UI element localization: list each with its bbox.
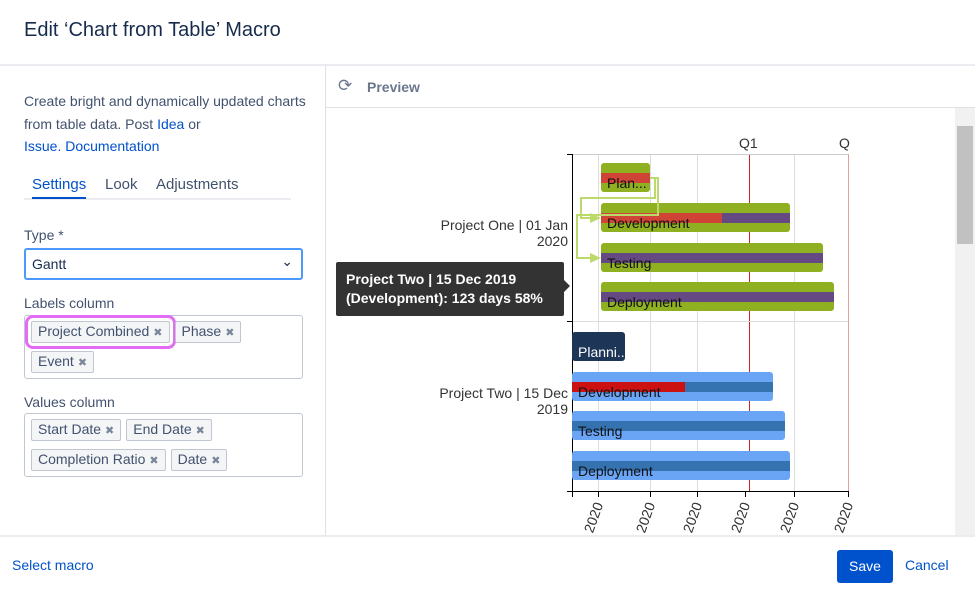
chip-label: Event xyxy=(38,353,74,369)
settings-panel: Create bright and dynamically updated ch… xyxy=(0,66,326,535)
remove-icon[interactable]: ✖ xyxy=(211,455,221,467)
gantt-bar-label: Testing xyxy=(578,423,623,439)
gantt-bar-label: Plan... xyxy=(607,175,647,191)
x-tick xyxy=(598,491,599,497)
values-column-label: Values column xyxy=(24,394,115,410)
plot-divider xyxy=(572,321,848,322)
remove-icon[interactable]: ✖ xyxy=(77,357,88,369)
or-text: or xyxy=(184,115,201,132)
type-value: Gantt xyxy=(32,256,67,272)
x-axis xyxy=(572,491,849,492)
gantt-bar-label: Deployment xyxy=(607,294,682,310)
chip-project-combined: Project Combined ✖ xyxy=(25,315,176,349)
project-label: Project Two | 15 Dec xyxy=(439,385,568,401)
values-column-input[interactable]: Start Date ✖ End Date ✖ Completion Ratio ✖ … xyxy=(24,413,303,477)
dialog-header: Edit ‘Chart from Table’ Macro xyxy=(0,0,975,66)
y-tick xyxy=(567,154,573,155)
remove-icon[interactable]: ✖ xyxy=(149,455,159,467)
dependency-arrows xyxy=(576,177,659,263)
tab-settings[interactable]: Settings xyxy=(32,176,87,199)
project-label-year: 2019 xyxy=(536,401,568,417)
type-label: Type * xyxy=(24,227,64,243)
tab-look[interactable]: Look xyxy=(105,176,138,193)
remove-icon[interactable]: ✖ xyxy=(225,327,235,339)
gantt-bar-label: Development xyxy=(578,384,661,400)
tab-adjustments[interactable]: Adjustments xyxy=(156,176,239,193)
plot-top-border xyxy=(572,154,848,155)
project-label-year: 2020 xyxy=(536,233,568,249)
chip-start-date: Start Date ✖ xyxy=(31,419,122,441)
labels-column-input[interactable]: Project Combined ✖ Phase ✖ Event ✖ xyxy=(24,315,303,379)
refresh-icon[interactable]: ⟳ xyxy=(338,76,353,95)
chip-label: Phase xyxy=(181,323,222,339)
gantt-bar-label: Testing xyxy=(607,255,652,271)
project-label: Project One | 01 Jan xyxy=(440,217,568,233)
gantt-chart: Q1 Q 2020 2020 2020 2020 2020 2020 Project One |… xyxy=(326,108,955,535)
preview-title: Preview xyxy=(367,79,420,95)
gantt-bar-label: Deployment xyxy=(578,463,653,479)
gridline xyxy=(697,154,698,491)
y-axis xyxy=(572,154,573,492)
gantt-bar-progress xyxy=(572,342,625,352)
description: Create bright and dynamically updated ch… xyxy=(24,90,314,158)
documentation-link[interactable]: Documentation xyxy=(65,138,160,154)
quarter-line xyxy=(848,154,849,491)
remove-icon[interactable]: ✖ xyxy=(195,425,205,437)
labels-column-label: Labels column xyxy=(24,295,115,311)
today-line xyxy=(749,154,750,491)
gridline xyxy=(650,154,651,491)
chip-completion-ratio: Completion Ratio ✖ xyxy=(31,449,166,471)
chip-label: Completion Ratio xyxy=(38,451,146,467)
description-text: Create bright and dynamically updated ch… xyxy=(24,93,306,132)
issue-link[interactable]: Issue. xyxy=(24,138,62,154)
x-tick xyxy=(650,491,651,497)
x-tick xyxy=(794,491,795,497)
gantt-bar-label: Development xyxy=(607,215,690,231)
chip-date: Date ✖ xyxy=(170,449,228,471)
gantt-bar-progress xyxy=(722,213,790,223)
y-tick xyxy=(567,491,573,492)
chip-phase: Phase ✖ xyxy=(174,321,242,343)
dialog-title: Edit ‘Chart from Table’ Macro xyxy=(24,19,281,41)
x-tick xyxy=(572,491,573,497)
chip-label: Start Date xyxy=(38,421,102,437)
chart-tooltip: Project Two | 15 Dec 2019 (Development):… xyxy=(336,262,570,316)
gantt-bar-progress xyxy=(601,292,834,302)
scrollbar-thumb[interactable] xyxy=(957,126,973,244)
gantt-bar-progress xyxy=(572,421,785,431)
gantt-bar-progress xyxy=(601,253,823,263)
chip-label: End Date xyxy=(133,421,192,437)
chip-label: Date xyxy=(177,451,208,467)
gantt-bar-label: Planni... xyxy=(578,344,629,360)
gantt-bar-progress xyxy=(572,461,790,471)
x-tick xyxy=(745,491,746,497)
y-tick xyxy=(567,321,573,322)
preview-panel: ⟳ Preview xyxy=(326,66,975,535)
idea-link[interactable]: Idea xyxy=(157,115,185,132)
gantt-bar-progress xyxy=(601,173,650,183)
top-axis-label: Q1 xyxy=(739,135,758,151)
scrollbar[interactable] xyxy=(955,108,975,535)
top-axis-label: Q xyxy=(839,135,850,151)
save-button[interactable]: Save xyxy=(837,550,893,583)
dialog-footer: Select macro Save Cancel xyxy=(0,535,975,591)
gantt-bar-progress xyxy=(572,382,685,392)
gantt-bar-progress xyxy=(601,213,722,223)
x-tick xyxy=(848,491,849,497)
chip-event: Event ✖ xyxy=(31,351,95,373)
select-macro-link[interactable]: Select macro xyxy=(12,557,94,573)
cancel-button[interactable]: Cancel xyxy=(905,557,949,573)
settings-tabs: Settings Look Adjustments xyxy=(24,174,291,200)
remove-icon[interactable]: ✖ xyxy=(153,327,163,339)
chip-end-date: End Date ✖ xyxy=(126,419,212,441)
chip-label: Project Combined xyxy=(38,323,150,339)
type-select[interactable]: Gantt ⌄ xyxy=(24,248,303,280)
gridline xyxy=(598,154,599,491)
x-tick xyxy=(697,491,698,497)
gantt-bar-progress xyxy=(685,382,773,392)
remove-icon[interactable]: ✖ xyxy=(105,425,115,437)
preview-header: ⟳ Preview xyxy=(326,66,975,108)
gridline xyxy=(794,154,795,491)
chevron-down-icon: ⌄ xyxy=(281,253,293,269)
